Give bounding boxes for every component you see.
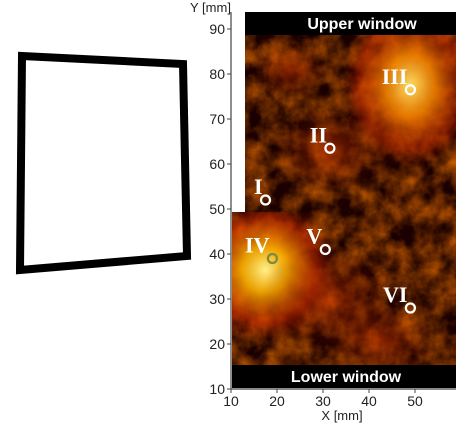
- measurement-point-label: V: [306, 224, 322, 249]
- x-tick-label: 50: [407, 393, 423, 409]
- lower-window-title-bar: [232, 365, 456, 388]
- y-tick-label: 30: [209, 291, 225, 307]
- y-tick-label: 80: [209, 66, 225, 82]
- measurement-point-marker: [259, 194, 272, 206]
- measurement-point-label: VI: [383, 282, 407, 307]
- measurement-point-marker: [324, 142, 336, 154]
- measurement-point-marker: [404, 302, 416, 314]
- y-tick-label: 20: [209, 336, 225, 352]
- y-tick-label: 90: [209, 21, 225, 37]
- window-outline-drawing: [15, 51, 192, 275]
- lower-window-image: [232, 212, 456, 388]
- measurement-point-marker: [266, 252, 278, 265]
- lower-window-title: Lower window: [291, 369, 402, 386]
- x-tick-label: 30: [315, 393, 331, 409]
- x-tick-label: 40: [361, 393, 377, 409]
- measurement-point-label: III: [382, 64, 408, 89]
- measurement-point-label: I: [254, 174, 263, 199]
- heatmap-panel: Upper window Lower window: [232, 12, 456, 388]
- y-tick-label: 50: [209, 201, 225, 217]
- x-axis-title: X [mm]: [321, 408, 362, 423]
- y-axis-ticks: 10 20 30 40 50 60 70 80 90: [209, 21, 231, 397]
- y-axis-title: Y [mm]: [190, 0, 231, 15]
- upper-window-title-bar: [245, 12, 456, 35]
- measurement-point-label: II: [310, 122, 327, 147]
- x-tick-label: 10: [223, 393, 239, 409]
- x-tick-label: 20: [269, 393, 285, 409]
- upper-window-image: [245, 33, 456, 212]
- measurement-point-marker: [319, 243, 331, 256]
- y-tick-label: 40: [209, 246, 225, 262]
- y-tick-label: 60: [209, 156, 225, 172]
- measurement-point-marker: [404, 84, 416, 96]
- y-tick-label: 10: [209, 381, 225, 397]
- upper-window-title: Upper window: [307, 16, 417, 33]
- y-tick-label: 70: [209, 111, 225, 127]
- upper-window-gap: [232, 33, 245, 212]
- measurement-point-label: IV: [245, 233, 270, 258]
